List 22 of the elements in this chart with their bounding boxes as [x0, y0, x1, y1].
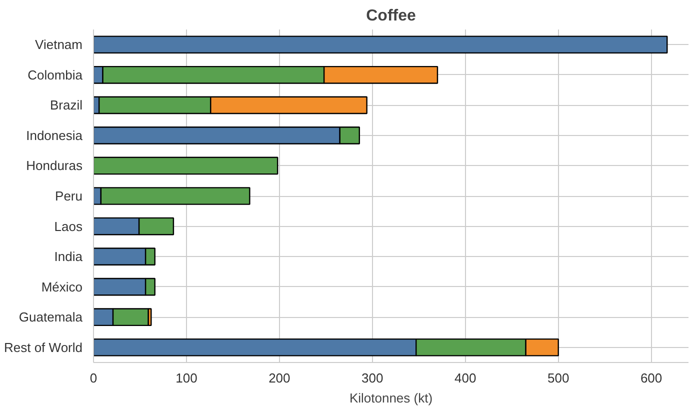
- y-tick-label: Honduras: [26, 158, 83, 174]
- x-axis-title: Kilotonnes (kt): [349, 390, 433, 406]
- bar: [94, 36, 668, 54]
- x-tick-label: 400: [454, 370, 476, 386]
- x-tick-label: 0: [90, 370, 98, 386]
- bar: [94, 156, 278, 175]
- y-tick-label: Vietnam: [35, 37, 83, 52]
- x-tick-label: 300: [362, 370, 384, 386]
- x-tick-label: 100: [176, 370, 198, 386]
- y-tick-label: Indonesia: [26, 128, 84, 143]
- y-tick-label: Colombia: [28, 67, 84, 82]
- y-tick-label: Guatemala: [18, 310, 84, 325]
- chart-title: Coffee: [366, 8, 416, 24]
- y-tick-label: Brazil: [50, 98, 83, 113]
- y-tick-label: India: [54, 249, 84, 264]
- x-tick-label: 500: [548, 370, 570, 386]
- y-tick-label: México: [41, 279, 83, 294]
- x-tick-label: 200: [268, 370, 290, 386]
- y-tick-label: Laos: [54, 218, 83, 234]
- y-tick-label: Rest of World: [4, 340, 83, 355]
- x-tick-label: 600: [640, 370, 662, 386]
- y-tick-label: Peru: [55, 188, 83, 204]
